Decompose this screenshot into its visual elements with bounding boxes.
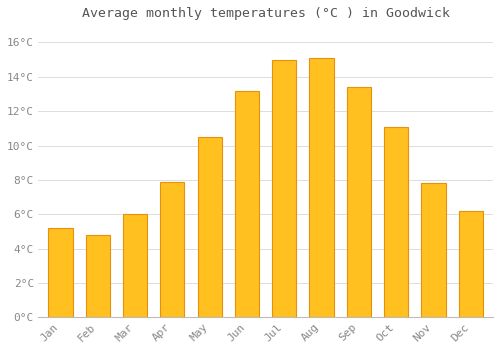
Bar [346, 87, 371, 317]
Bar [272, 60, 296, 317]
Bar [86, 235, 110, 317]
Bar [198, 137, 222, 317]
Bar [48, 228, 72, 317]
Bar [235, 91, 259, 317]
Bar [458, 211, 483, 317]
Title: Average monthly temperatures (°C ) in Goodwick: Average monthly temperatures (°C ) in Go… [82, 7, 450, 20]
Bar [422, 183, 446, 317]
Bar [160, 182, 184, 317]
Bar [123, 214, 147, 317]
Bar [384, 127, 408, 317]
Bar [310, 58, 334, 317]
